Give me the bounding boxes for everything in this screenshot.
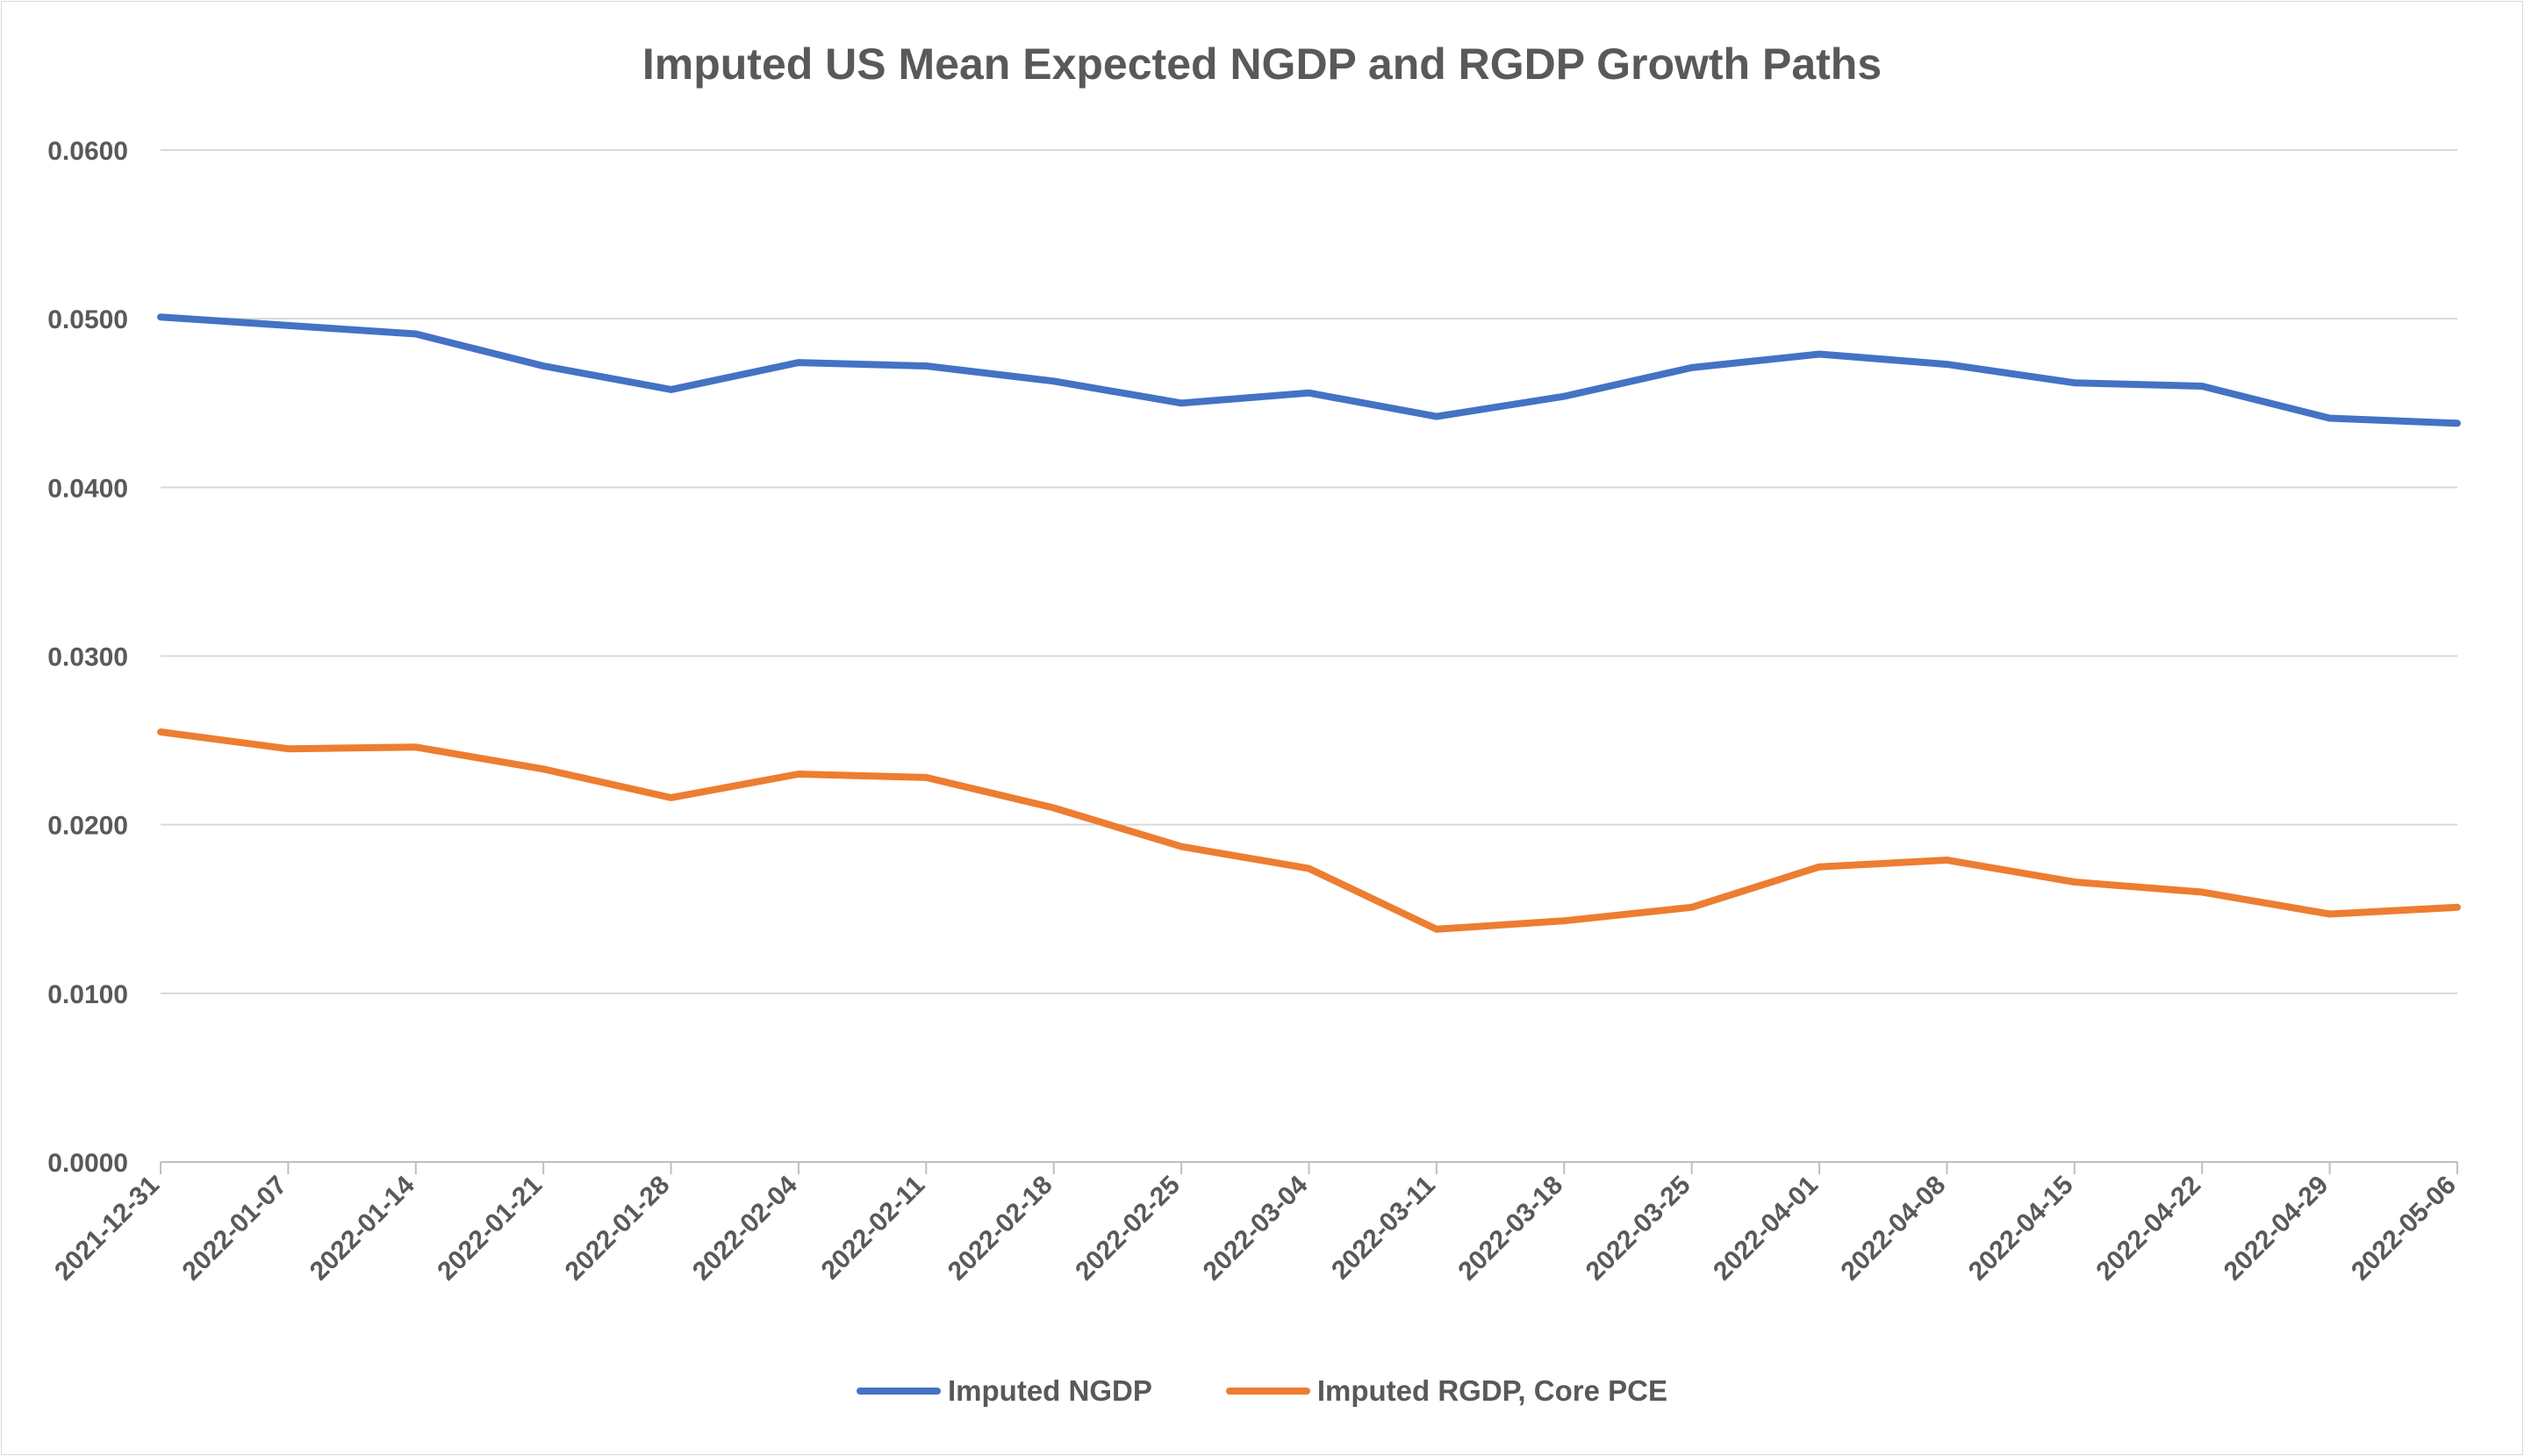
x-tick-label: 2021-12-31 — [49, 1171, 165, 1287]
gridlines — [161, 149, 2457, 994]
x-tick-label: 2022-03-11 — [1326, 1171, 1441, 1286]
x-tick-label: 2022-01-07 — [176, 1171, 292, 1287]
x-tick-label: 2022-01-21 — [432, 1171, 548, 1287]
legend: Imputed NGDP Imputed RGDP, Core PCE — [0, 1374, 2524, 1408]
x-tick-label: 2022-02-04 — [687, 1170, 803, 1286]
y-tick-label: 0.0100 — [47, 980, 128, 1009]
legend-item-rgdp: Imputed RGDP, Core PCE — [1225, 1374, 1667, 1408]
x-tick-label: 2022-03-25 — [1581, 1171, 1696, 1287]
legend-item-ngdp: Imputed NGDP — [857, 1374, 1152, 1408]
x-tick-label: 2022-04-01 — [1708, 1171, 1824, 1287]
x-tick-label: 2022-03-18 — [1452, 1171, 1568, 1287]
y-tick-label: 0.0000 — [47, 1149, 128, 1178]
legend-label-ngdp: Imputed NGDP — [948, 1374, 1152, 1407]
series-lines — [157, 313, 2461, 933]
legend-label-rgdp: Imputed RGDP, Core PCE — [1316, 1374, 1667, 1407]
y-tick-label: 0.0600 — [47, 137, 128, 166]
x-tick-label: 2022-02-25 — [1070, 1171, 1186, 1287]
legend-swatch-rgdp — [1225, 1388, 1310, 1395]
x-tick-label: 2022-02-18 — [943, 1171, 1058, 1287]
x-tick-label: 2022-05-06 — [2346, 1171, 2462, 1287]
series-line-rgdp — [157, 728, 2461, 933]
x-tick-label: 2022-02-11 — [816, 1171, 931, 1286]
x-tick-label: 2022-04-29 — [2219, 1171, 2334, 1287]
chart-title: Imputed US Mean Expected NGDP and RGDP G… — [642, 39, 1882, 89]
y-tick-label: 0.0200 — [47, 812, 128, 841]
x-tick-label: 2022-04-22 — [2090, 1171, 2206, 1287]
x-tick-label: 2022-03-04 — [1198, 1170, 1314, 1286]
x-tick-label: 2022-01-28 — [560, 1171, 676, 1287]
x-tick-label: 2022-04-15 — [1963, 1171, 2079, 1287]
y-tick-label: 0.0400 — [47, 474, 128, 503]
y-tick-label: 0.0500 — [47, 305, 128, 334]
y-tick-label: 0.0300 — [47, 643, 128, 672]
legend-swatch-ngdp — [857, 1388, 941, 1395]
x-tick-label: 2022-01-14 — [305, 1170, 420, 1286]
x-tick-label: 2022-04-08 — [1836, 1171, 1952, 1287]
axes: 0.0000 0.0100 0.0200 0.0300 0.0400 0.0500 0.06… — [47, 137, 2462, 1286]
series-line-ngdp — [157, 313, 2461, 427]
